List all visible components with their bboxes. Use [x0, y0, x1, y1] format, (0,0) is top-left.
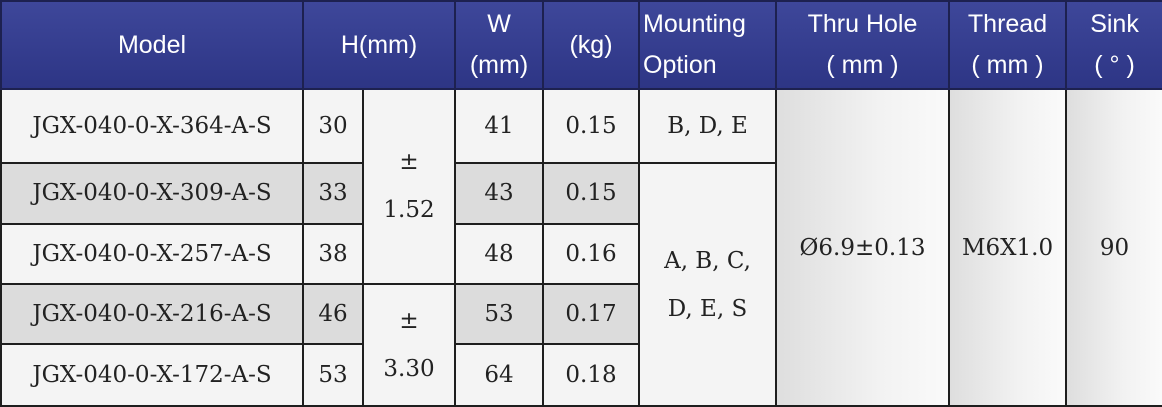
header-h-mm: H(mm)	[301, 0, 457, 90]
tolerance-cell-2: ± 3.30	[361, 282, 457, 407]
kg-cell: 0.15	[542, 87, 641, 165]
h-cell: 46	[302, 282, 364, 345]
w-cell: 43	[454, 162, 545, 225]
header-thread-line1: Thread	[967, 10, 1048, 38]
table-row: JGX-040-0-X-309-A-S 33 43 0.15 A, B, C, …	[0, 162, 1162, 407]
model-cell: JGX-040-0-X-364-A-S	[0, 87, 304, 165]
header-row: Model H(mm) W (mm) (kg) Mounting Option …	[0, 0, 1162, 90]
header-w: W (mm)	[454, 0, 545, 90]
mounting-2-line2: D, E, S	[667, 295, 748, 322]
w-cell: 53	[454, 282, 545, 345]
w-cell: 48	[454, 222, 545, 285]
header-mounting-line1: Mounting	[643, 10, 746, 38]
table-row: JGX-040-0-X-364-A-S 30 ± 1.52 41 0.15 B,…	[0, 87, 1162, 407]
header-thread: Thread ( mm )	[948, 0, 1068, 90]
header-w-line1: W	[487, 10, 511, 38]
model-cell: JGX-040-0-X-257-A-S	[0, 222, 304, 285]
header-mounting-line2: Option	[643, 51, 717, 79]
mounting-cell-1: B, D, E	[638, 87, 778, 165]
w-cell: 41	[454, 87, 545, 165]
header-mounting-option: Mounting Option	[638, 0, 778, 90]
header-thread-line2: ( mm )	[971, 51, 1044, 79]
table-row: JGX-040-0-X-216-A-S 46 ± 3.30 53 0.17	[0, 282, 1162, 407]
h-cell: 38	[302, 222, 364, 285]
thread-cell: M6X1.0	[948, 88, 1068, 407]
h-cell: 33	[302, 162, 364, 225]
model-cell: JGX-040-0-X-309-A-S	[0, 162, 304, 225]
tolerance-2-value: 3.30	[383, 355, 435, 382]
table-row: JGX-040-0-X-172-A-S 53 64 0.18	[0, 342, 1162, 407]
w-cell: 64	[454, 342, 545, 407]
header-sink-line2: ( ° )	[1094, 51, 1135, 79]
header-sink: Sink ( ° )	[1065, 0, 1162, 90]
header-thru-hole-line2: ( mm )	[826, 51, 899, 79]
header-model: Model	[0, 0, 304, 90]
tolerance-1-value: 1.52	[383, 197, 435, 224]
header-kg: (kg)	[542, 0, 641, 90]
h-cell: 53	[302, 342, 364, 407]
kg-cell: 0.15	[542, 162, 641, 225]
table-row: JGX-040-0-X-257-A-S 38 48 0.16	[0, 222, 1162, 285]
tolerance-cell-1: ± 1.52	[361, 88, 457, 285]
model-cell: JGX-040-0-X-172-A-S	[0, 342, 304, 407]
tolerance-1-sign: ±	[399, 149, 419, 176]
kg-cell: 0.18	[542, 342, 641, 407]
header-w-line2: (mm)	[469, 51, 529, 79]
tolerance-2-sign: ±	[399, 307, 419, 334]
header-thru-hole-line1: Thru Hole	[807, 10, 918, 38]
model-cell: JGX-040-0-X-216-A-S	[0, 282, 304, 345]
kg-cell: 0.17	[542, 282, 641, 345]
mounting-cell-2: A, B, C, D, E, S	[638, 162, 778, 407]
sink-cell: 90	[1065, 88, 1162, 407]
thru-hole-cell: Ø6.9±0.13	[775, 88, 951, 407]
mounting-2-line1: A, B, C,	[664, 247, 751, 274]
h-cell: 30	[302, 87, 364, 165]
header-thru-hole: Thru Hole ( mm )	[775, 0, 951, 90]
header-sink-line1: Sink	[1090, 10, 1139, 38]
kg-cell: 0.16	[542, 222, 641, 285]
